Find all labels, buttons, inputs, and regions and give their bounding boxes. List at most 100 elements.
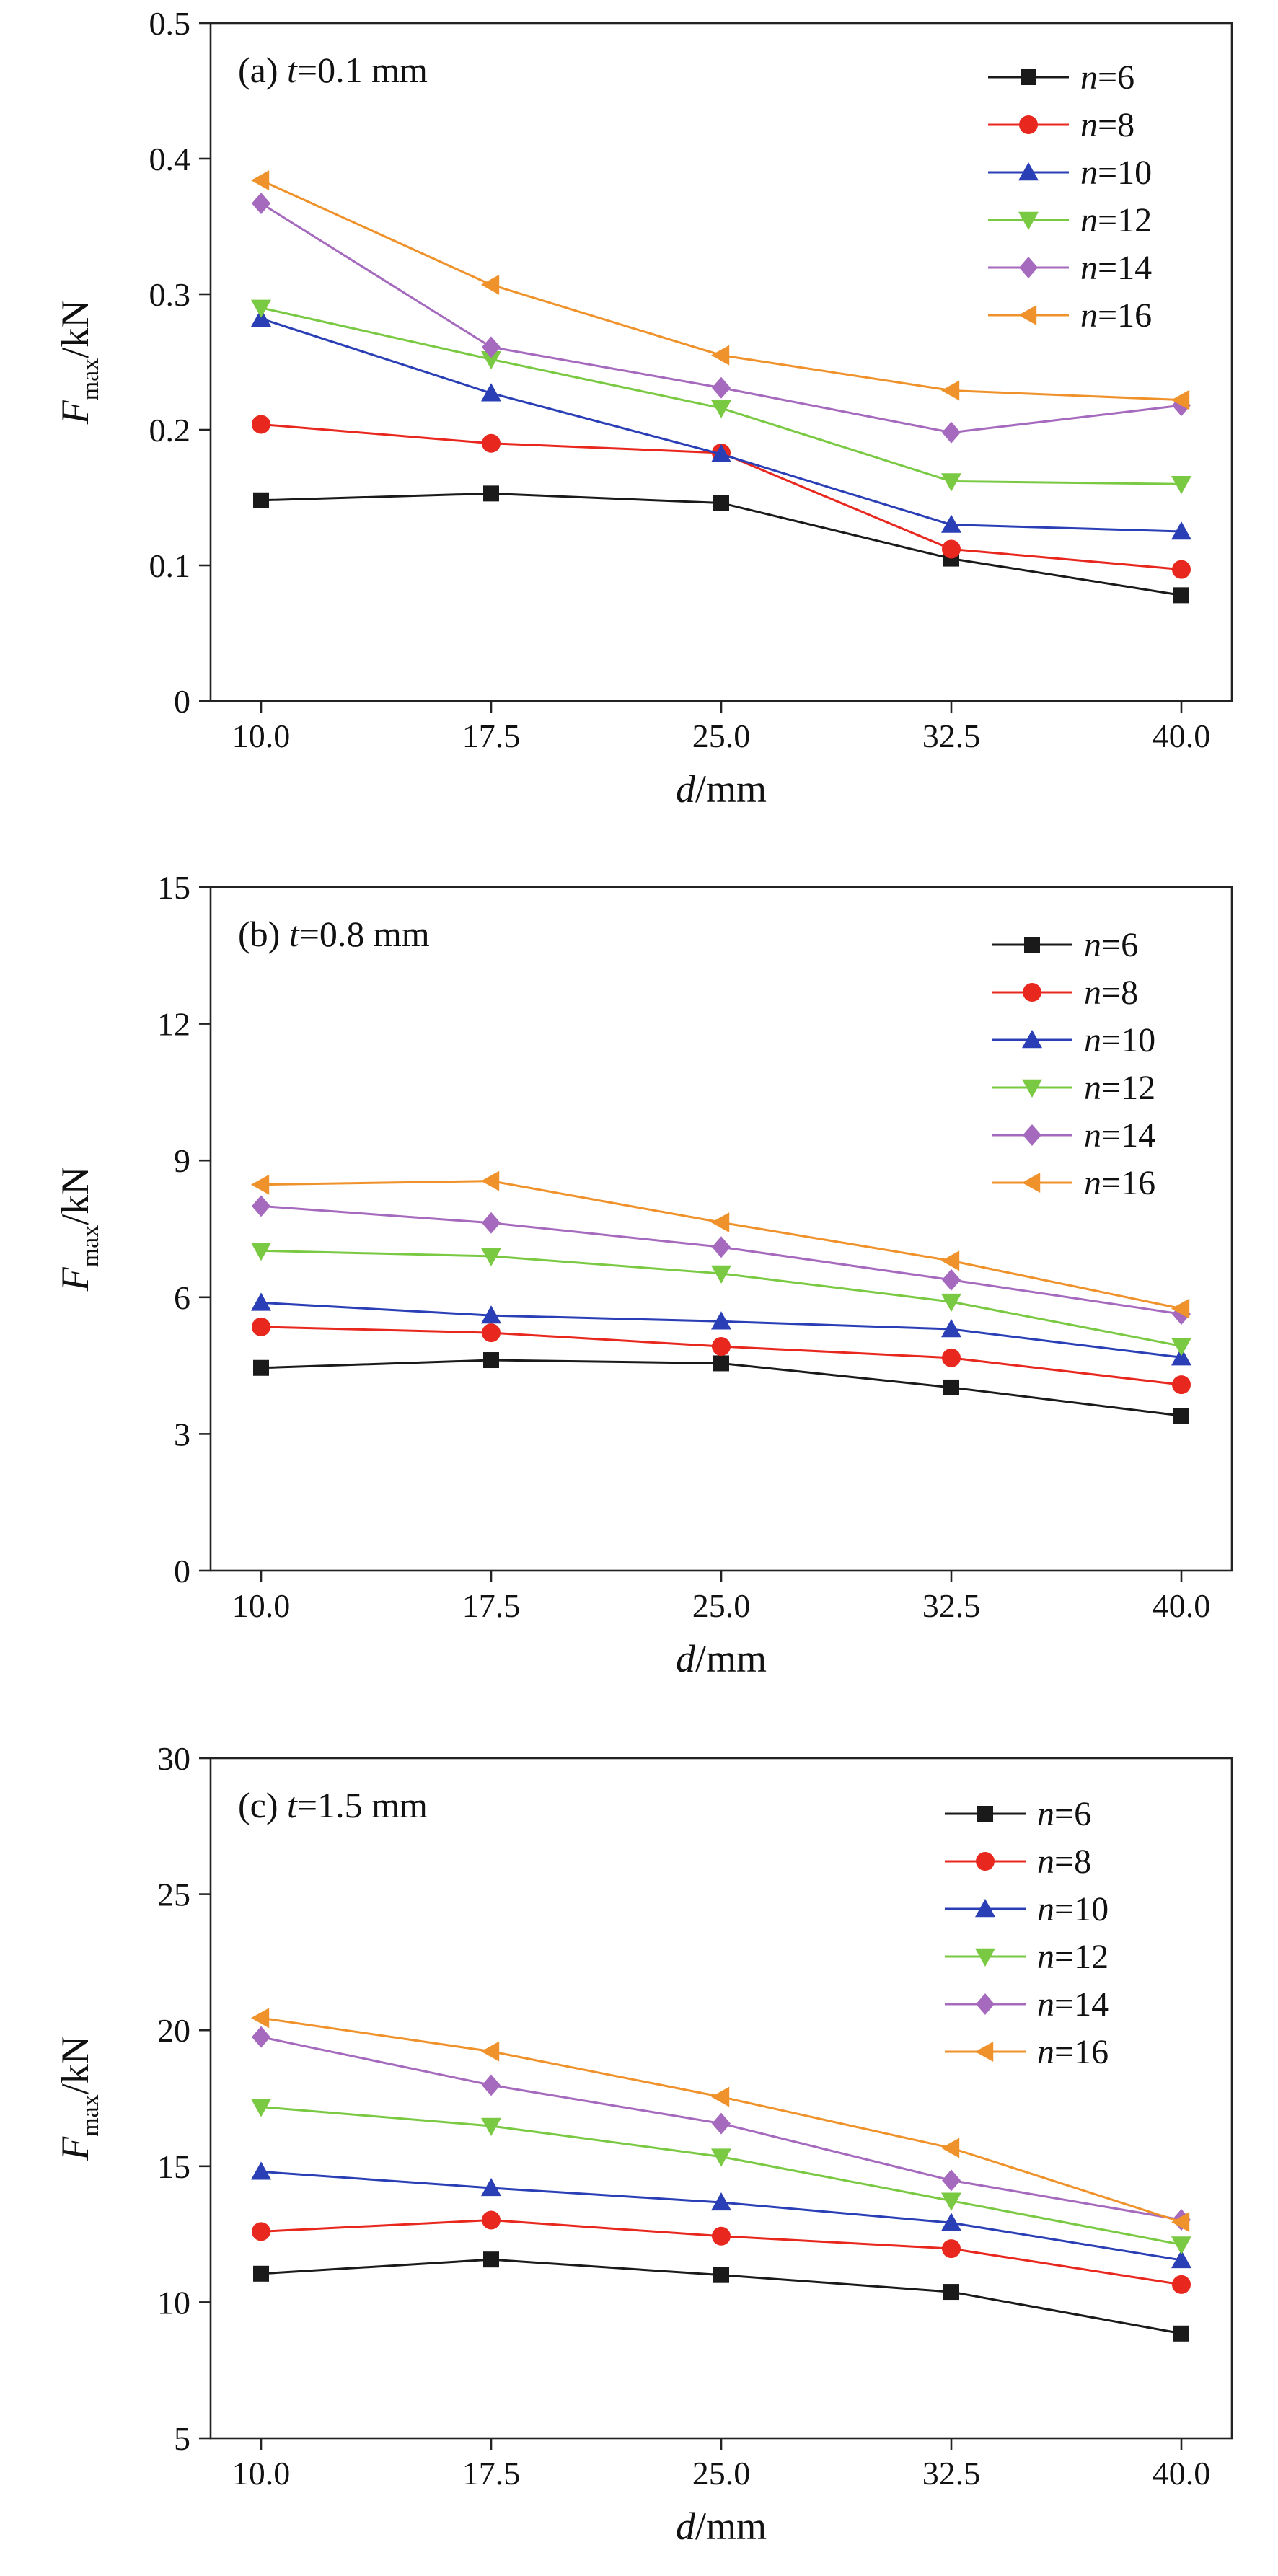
- series-n-16: [251, 2008, 1190, 2233]
- data-point: [252, 2026, 270, 2048]
- data-point: [941, 514, 961, 533]
- legend-entry: n=14: [988, 249, 1152, 287]
- legend-label: n=10: [1080, 154, 1152, 192]
- legend-marker: [1023, 1124, 1041, 1146]
- data-point: [1171, 389, 1190, 410]
- data-point: [483, 2251, 499, 2268]
- data-point: [713, 1355, 729, 1372]
- data-point: [942, 1269, 961, 1291]
- chart-panel-3: 5 10 15 20 25 30 10.0 17.5 25.0 32.5 40.0 d/mm Fmax/…: [53, 1740, 1233, 2548]
- y-tick-label: 3: [174, 1416, 190, 1452]
- x-tick-label: 40.0: [1153, 2455, 1211, 2492]
- series-line: [260, 2170, 1182, 2262]
- data-point: [482, 1212, 501, 1234]
- y-tick-label: 5: [174, 2420, 190, 2457]
- data-point: [251, 2161, 271, 2180]
- y-tick-label: 15: [157, 2148, 190, 2185]
- data-point: [253, 492, 269, 508]
- legend-label: n=8: [1084, 974, 1138, 1012]
- y-tick-label: 0.1: [149, 547, 191, 584]
- legend-marker: [975, 2042, 994, 2062]
- data-point: [252, 1195, 270, 1217]
- legend-entry: n=6: [992, 926, 1138, 964]
- panel-label: (a) t=0.1 mm: [238, 50, 428, 90]
- data-point: [942, 2239, 961, 2259]
- legend-entry: n=16: [992, 1164, 1155, 1202]
- legend-marker: [1021, 69, 1036, 85]
- data-point: [1173, 1408, 1189, 1424]
- data-point: [1172, 2275, 1191, 2294]
- data-point: [481, 2177, 501, 2197]
- series-n-12: [251, 1243, 1191, 1357]
- legend-entry: n=10: [992, 1021, 1155, 1059]
- legend-entry: n=14: [945, 1985, 1109, 2024]
- legend-entry: n=16: [945, 2033, 1109, 2071]
- legend-label: n=14: [1080, 249, 1152, 287]
- y-tick-label: 10: [157, 2284, 190, 2321]
- data-point: [712, 376, 731, 399]
- data-point: [481, 2041, 500, 2062]
- data-point: [713, 2267, 729, 2283]
- panel-label: (c) t=1.5 mm: [238, 1785, 428, 1825]
- series-line: [260, 1249, 1182, 1347]
- data-point: [251, 299, 271, 318]
- data-point: [711, 400, 731, 418]
- legend-label: n=6: [1037, 1795, 1091, 1833]
- data-point: [712, 2226, 731, 2246]
- legend-label: n=12: [1084, 1069, 1155, 1107]
- data-point: [1171, 476, 1191, 495]
- x-tick-label: 25.0: [692, 1587, 751, 1624]
- data-point: [711, 2148, 731, 2167]
- x-axis-label: d/mm: [676, 767, 767, 811]
- panel-label: (b) t=0.8 mm: [238, 914, 430, 954]
- data-point: [482, 336, 501, 358]
- data-point: [251, 2008, 270, 2029]
- legend-marker: [976, 1852, 995, 1871]
- legend-entry: n=12: [992, 1069, 1155, 1107]
- data-point: [941, 1293, 961, 1313]
- x-tick-label: 40.0: [1153, 718, 1211, 754]
- data-point: [251, 1174, 270, 1195]
- series-n-12: [251, 299, 1191, 495]
- data-point: [252, 2222, 270, 2241]
- series-n-14: [252, 1195, 1191, 1326]
- data-point: [711, 1265, 731, 1284]
- data-point: [711, 1311, 731, 1330]
- legend-label: n=14: [1037, 1985, 1109, 2024]
- data-point: [481, 2117, 501, 2136]
- legend-marker: [977, 1806, 993, 1822]
- x-tick-label: 10.0: [232, 2455, 291, 2492]
- legend-label: n=10: [1037, 1890, 1109, 1928]
- data-point: [1171, 2249, 1191, 2269]
- data-point: [482, 433, 501, 453]
- legend-entry: n=8: [988, 106, 1134, 144]
- legend-label: n=16: [1037, 2033, 1109, 2071]
- chart-panel-1: 0 0.1 0.2 0.3 0.4 0.5 10.0 17.5 25.0 32.5 40.0 d/mm…: [53, 5, 1233, 811]
- data-point: [252, 415, 270, 434]
- data-point: [712, 1236, 731, 1258]
- data-point: [481, 1248, 501, 1266]
- legend-marker: [1018, 211, 1039, 230]
- data-point: [711, 2086, 730, 2107]
- legend-entry: n=12: [945, 1938, 1109, 1976]
- data-point: [481, 1305, 501, 1324]
- data-point: [481, 274, 500, 295]
- y-tick-label: 0.4: [149, 141, 191, 177]
- data-point: [1172, 560, 1191, 579]
- data-point: [712, 1337, 731, 1357]
- legend-entry: n=8: [992, 974, 1138, 1012]
- data-point: [482, 1323, 501, 1343]
- y-tick-label: 20: [157, 2012, 190, 2049]
- x-tick-label: 25.0: [692, 2455, 751, 2492]
- legend-marker: [976, 1993, 995, 2015]
- data-point: [942, 421, 961, 444]
- legend-marker: [1018, 305, 1037, 325]
- legend-label: n=6: [1084, 926, 1138, 964]
- x-tick-label: 10.0: [232, 718, 291, 754]
- x-tick-label: 40.0: [1153, 1587, 1211, 1624]
- legend-entry: n=10: [945, 1890, 1109, 1928]
- legend-entry: n=6: [945, 1795, 1091, 1833]
- data-point: [711, 345, 730, 366]
- y-tick-label: 9: [174, 1142, 190, 1179]
- chart-panel-2: 0 3 6 9 12 15 10.0 17.5 25.0 32.5 40.0 d/mm Fmax/kN (…: [53, 869, 1233, 1680]
